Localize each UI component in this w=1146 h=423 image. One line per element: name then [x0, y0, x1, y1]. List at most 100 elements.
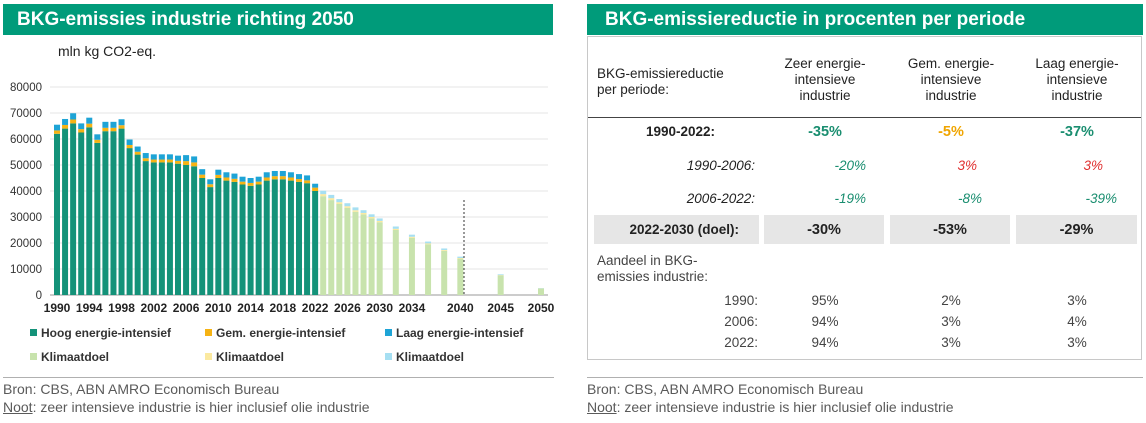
bar-segment	[392, 228, 399, 230]
header-col-zeer-l2: intensieve	[794, 72, 856, 87]
legend-swatch	[205, 329, 212, 336]
bar-segment	[441, 250, 448, 295]
bar-segment	[368, 218, 375, 295]
row-1990-2022-label: 1990-2022:	[645, 124, 715, 139]
bar-segment	[279, 179, 286, 295]
x-tick-label: 2030	[366, 301, 393, 315]
bar-segment	[239, 181, 246, 185]
row-2022-2030-gem: -53%	[933, 222, 967, 238]
y-tick-label: 40000	[10, 186, 42, 198]
bar-segment	[166, 154, 173, 160]
share-2022-gem: 3%	[941, 335, 961, 350]
right-note-label: Noot	[587, 399, 617, 415]
share-2006-gem: 3%	[941, 314, 961, 329]
x-tick-label: 2034	[399, 301, 426, 315]
x-tick-label: 2045	[487, 301, 514, 315]
bar-segment	[287, 177, 294, 181]
header-col-zeer: Zeer energie- intensieve industrie	[764, 56, 886, 104]
x-tick-label: 2010	[205, 301, 232, 315]
row-2022-2030-laag: -29%	[1059, 222, 1094, 238]
right-note: Noot: zeer intensieve industrie is hier …	[587, 398, 954, 416]
bar-segment	[62, 128, 69, 295]
bar-segment	[118, 128, 125, 295]
x-tick-label: 2050	[528, 301, 555, 315]
header-col-zeer-l1: Zeer energie-	[784, 56, 866, 71]
bar-segment	[70, 123, 77, 296]
bar-segment	[271, 176, 278, 180]
bar-segment	[126, 144, 133, 149]
bar-segment	[368, 214, 375, 217]
bar-segment	[94, 134, 101, 140]
bar-segment	[247, 182, 254, 186]
legend-swatch	[205, 353, 212, 360]
bar-segment	[263, 177, 270, 181]
bar-segment	[215, 178, 222, 295]
bar-segment	[199, 169, 206, 175]
right-source: Bron: CBS, ABN AMRO Economisch Bureau No…	[587, 380, 954, 416]
bar-segment	[376, 222, 383, 295]
bar-segment	[207, 179, 214, 185]
share-2006-zeer: 94%	[811, 314, 839, 329]
bar-segment	[360, 212, 367, 215]
bar-segment	[344, 203, 351, 207]
bar-segment	[142, 158, 149, 162]
bar-segment	[102, 127, 109, 132]
share-2006-year: 2006:	[724, 314, 758, 329]
share-1990-gem: 2%	[941, 293, 961, 308]
bar-segment	[271, 179, 278, 295]
bar-segment	[352, 211, 359, 295]
bar-segment	[320, 194, 327, 197]
bar-segment	[336, 199, 343, 203]
bar-segment	[183, 165, 190, 295]
bar-segment	[263, 180, 270, 295]
bar-segment	[239, 184, 246, 295]
left-source: Bron: CBS, ABN AMRO Economisch Bureau No…	[3, 380, 370, 416]
bar-segment	[279, 170, 286, 177]
bar-segment	[497, 274, 504, 276]
legend-swatch	[385, 353, 392, 360]
bar-segment	[304, 180, 311, 184]
bar-segment	[134, 146, 141, 152]
left-separator	[3, 377, 554, 378]
bar-segment	[86, 117, 93, 124]
bar-segment	[150, 154, 157, 160]
bar-segment	[126, 139, 133, 145]
share-2022-year: 2022:	[724, 335, 758, 350]
row-2022-2030-zeer-bg	[764, 215, 884, 244]
share-2022-laag: 3%	[1067, 335, 1087, 350]
share-2006-laag: 4%	[1067, 314, 1087, 329]
bar-segment	[102, 131, 109, 295]
bar-segment	[166, 159, 173, 163]
bar-segment	[392, 226, 399, 229]
bar-segment	[425, 243, 432, 245]
bar-segment	[126, 148, 133, 295]
bar-segment	[102, 121, 109, 128]
header-rowlabel-line1: BKG-emissiereductie	[597, 66, 724, 81]
emissions-bar-chart: mln kg CO2-eq. 0 10000 20000 30000 40000 5000…	[10, 43, 555, 364]
bar-segment	[223, 177, 230, 181]
bar-segment	[344, 206, 351, 208]
bar-segment	[191, 162, 198, 167]
bar-segment	[328, 200, 335, 295]
bar-segment	[175, 155, 181, 161]
header-col-laag-l2: intensieve	[1046, 72, 1108, 87]
bar-segment	[199, 178, 206, 295]
legend-label: Klimaatdoel	[216, 350, 284, 364]
bar-segment	[223, 172, 230, 178]
bar-segment	[166, 162, 173, 295]
legend-label: Laag energie-intensief	[396, 326, 524, 340]
left-note-text: : zeer intensieve industrie is hier incl…	[32, 399, 370, 415]
legend-label: Hoog energie-intensief	[41, 326, 172, 340]
bar-segment	[175, 163, 181, 295]
bar-segment	[142, 153, 149, 159]
x-tick-label: 1998	[108, 301, 135, 315]
share-2022-zeer: 94%	[811, 335, 839, 350]
right-separator	[587, 377, 1143, 378]
bar-segment	[368, 216, 375, 219]
y-tick-label: 0	[36, 290, 42, 302]
y-unit-label: mln kg CO2-eq.	[58, 43, 156, 59]
bar-segment	[110, 131, 117, 295]
bar-segment	[231, 181, 238, 295]
row-1990-2006-gem: 3%	[957, 158, 977, 173]
legend-swatch	[30, 329, 37, 336]
